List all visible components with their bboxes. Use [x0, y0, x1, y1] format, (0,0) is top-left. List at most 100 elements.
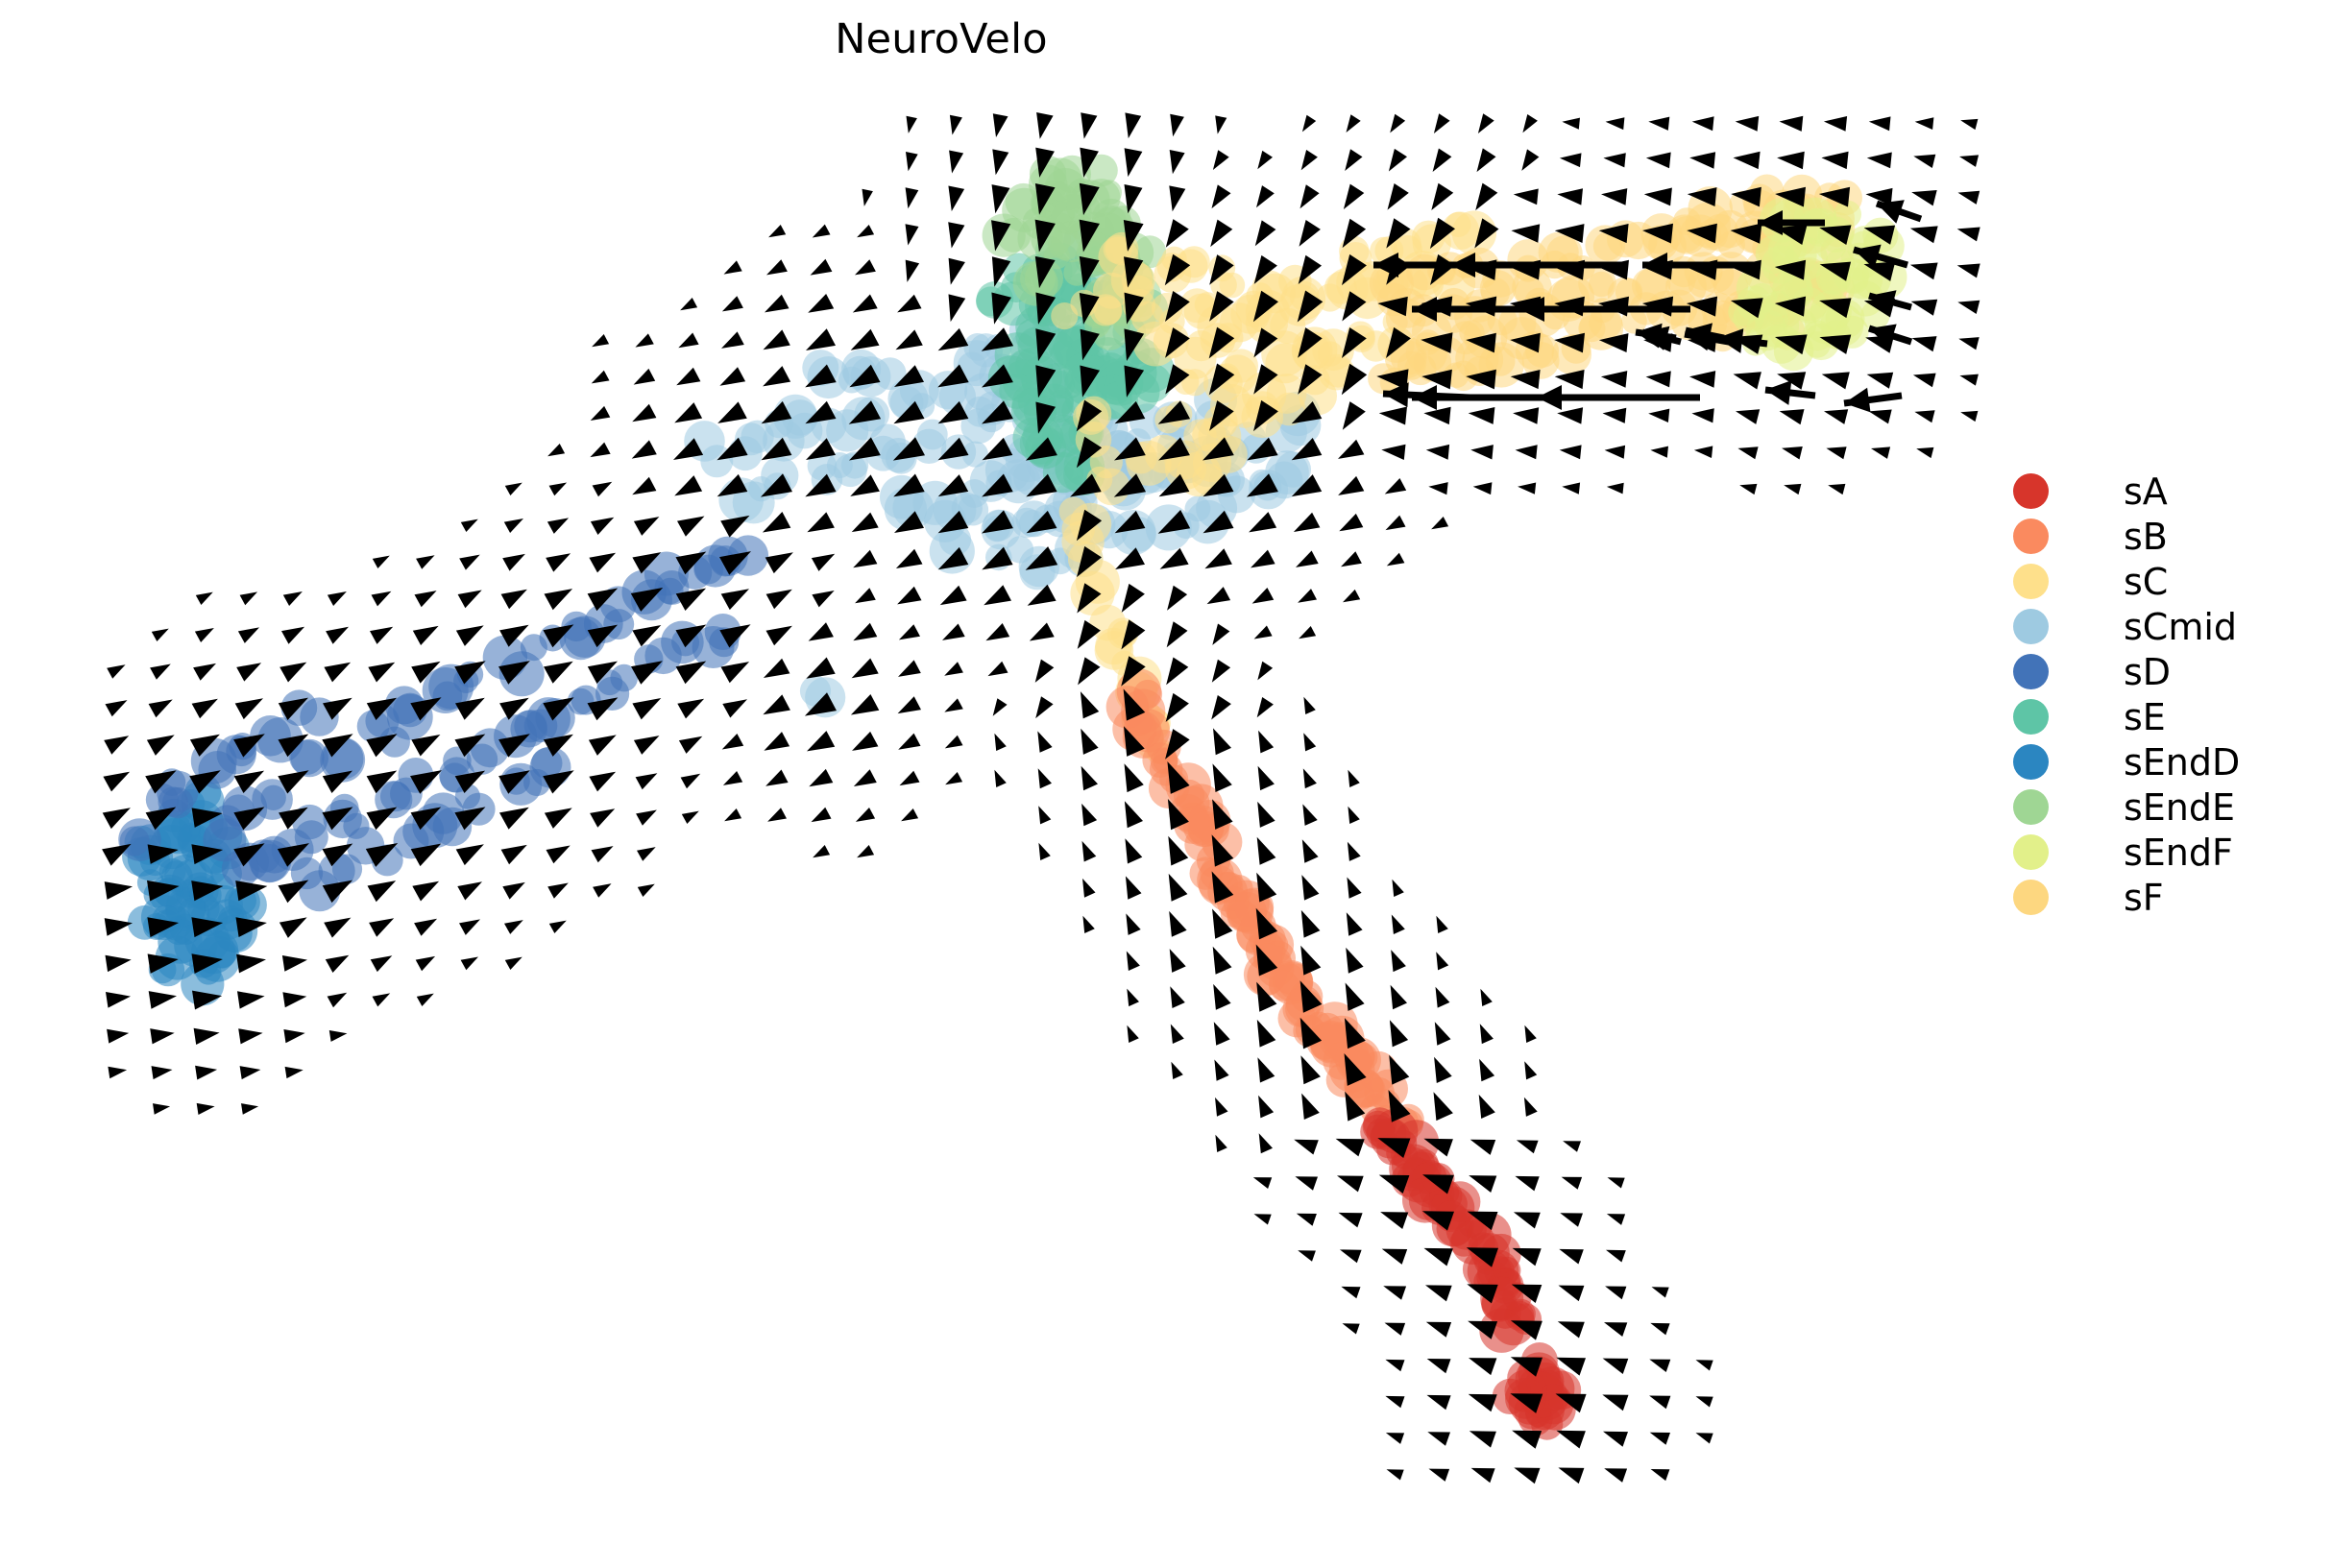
velocity-arrow	[1294, 1139, 1319, 1155]
velocity-arrow	[760, 473, 792, 497]
velocity-arrow	[675, 551, 707, 575]
velocity-arrow	[1035, 696, 1054, 719]
velocity-arrow	[1687, 187, 1717, 206]
velocity-arrow	[546, 553, 571, 572]
velocity-arrow	[102, 808, 131, 830]
velocity-arrow	[1339, 1249, 1362, 1264]
velocity-arrow	[1392, 879, 1404, 897]
velocity-arrow	[1124, 184, 1143, 214]
legend-item[interactable]: sB	[2005, 514, 2322, 559]
velocity-arrow	[322, 734, 353, 758]
velocity-arrow	[1384, 1322, 1406, 1336]
velocity-arrow	[1650, 1469, 1670, 1482]
velocity-arrow	[852, 731, 879, 751]
velocity-arrow	[719, 551, 751, 575]
scatter-point	[250, 844, 289, 883]
velocity-arrow	[851, 658, 879, 679]
velocity-arrow	[948, 185, 965, 211]
velocity-arrow	[1474, 218, 1499, 249]
velocity-arrow	[547, 444, 566, 457]
velocity-arrow	[633, 517, 660, 536]
velocity-arrow	[1347, 877, 1362, 899]
legend-item[interactable]: sEndD	[2005, 739, 2322, 784]
velocity-arrow	[1202, 510, 1234, 534]
velocity-arrow	[1124, 726, 1145, 757]
velocity-arrow	[992, 149, 1009, 176]
velocity-arrow	[1170, 1024, 1184, 1044]
velocity-arrow	[949, 114, 962, 135]
velocity-arrow	[1470, 1467, 1495, 1484]
velocity-arrow	[1513, 188, 1539, 205]
velocity-arrow	[898, 660, 921, 677]
legend-item[interactable]: sEndE	[2005, 784, 2322, 830]
velocity-arrow	[191, 698, 218, 719]
velocity-arrow	[543, 624, 574, 648]
velocity-arrow	[1302, 804, 1318, 826]
velocity-arrow	[906, 152, 918, 172]
velocity-arrow	[1475, 182, 1498, 211]
legend-item[interactable]: sD	[2005, 649, 2322, 694]
velocity-arrow	[1246, 473, 1278, 497]
velocity-arrow	[1247, 437, 1278, 461]
velocity-arrow	[1295, 1176, 1318, 1191]
velocity-arrow	[1775, 225, 1808, 245]
velocity-arrow	[1467, 1284, 1498, 1304]
velocity-arrow	[587, 624, 619, 648]
velocity-arrow	[593, 883, 612, 898]
velocity-arrow	[812, 591, 835, 608]
velocity-arrow	[145, 807, 177, 831]
velocity-arrow	[898, 733, 921, 750]
velocity-arrow	[1557, 407, 1584, 424]
velocity-arrow	[982, 510, 1013, 534]
velocity-arrow	[765, 769, 789, 786]
velocity-arrow	[905, 259, 920, 282]
velocity-arrow	[939, 585, 967, 606]
velocity-arrow	[1378, 406, 1407, 425]
velocity-arrow	[322, 807, 353, 831]
velocity-arrow	[412, 880, 440, 902]
velocity-arrow	[1027, 584, 1057, 606]
velocity-arrow	[1510, 1393, 1543, 1413]
velocity-arrow	[411, 661, 441, 684]
legend-item[interactable]: sA	[2005, 469, 2322, 514]
velocity-arrow	[1558, 1467, 1585, 1484]
velocity-arrow	[1559, 153, 1582, 168]
velocity-arrow	[1957, 190, 1980, 205]
velocity-arrow	[146, 735, 175, 756]
velocity-arrow	[894, 365, 924, 387]
velocity-arrow	[1524, 1061, 1538, 1080]
velocity-arrow	[548, 482, 568, 496]
velocity-arrow	[1034, 219, 1056, 253]
velocity-arrow	[1477, 113, 1494, 133]
velocity-arrow	[367, 880, 397, 903]
velocity-arrow	[1164, 253, 1191, 286]
legend-item[interactable]: sEndF	[2005, 830, 2322, 875]
velocity-arrow	[1343, 183, 1365, 209]
velocity-arrow	[1035, 292, 1057, 325]
legend-item[interactable]: sF	[2005, 875, 2322, 920]
velocity-arrow	[1081, 765, 1098, 791]
velocity-arrow	[1211, 871, 1234, 904]
velocity-arrow	[763, 658, 790, 678]
legend-item[interactable]: sC	[2005, 559, 2322, 604]
velocity-arrow	[1167, 761, 1190, 794]
scatter-point	[1176, 451, 1222, 497]
velocity-arrow	[1560, 1213, 1583, 1227]
velocity-arrow	[1421, 1211, 1454, 1231]
velocity-arrow	[504, 482, 522, 495]
velocity-arrow	[145, 770, 177, 794]
velocity-arrow	[1338, 1212, 1363, 1228]
velocity-arrow	[1202, 437, 1234, 461]
velocity-arrow	[1866, 372, 1894, 389]
legend-item[interactable]: sCmid	[2005, 604, 2322, 649]
velocity-arrow	[454, 734, 486, 758]
velocity-arrow	[455, 697, 485, 720]
velocity-arrow	[1342, 401, 1366, 430]
legend-item[interactable]: sE	[2005, 694, 2322, 739]
velocity-arrow	[1386, 218, 1411, 249]
velocity-arrow	[499, 697, 529, 720]
velocity-arrow	[805, 473, 837, 497]
velocity-arrow	[1510, 370, 1541, 390]
velocity-arrow	[279, 807, 308, 830]
